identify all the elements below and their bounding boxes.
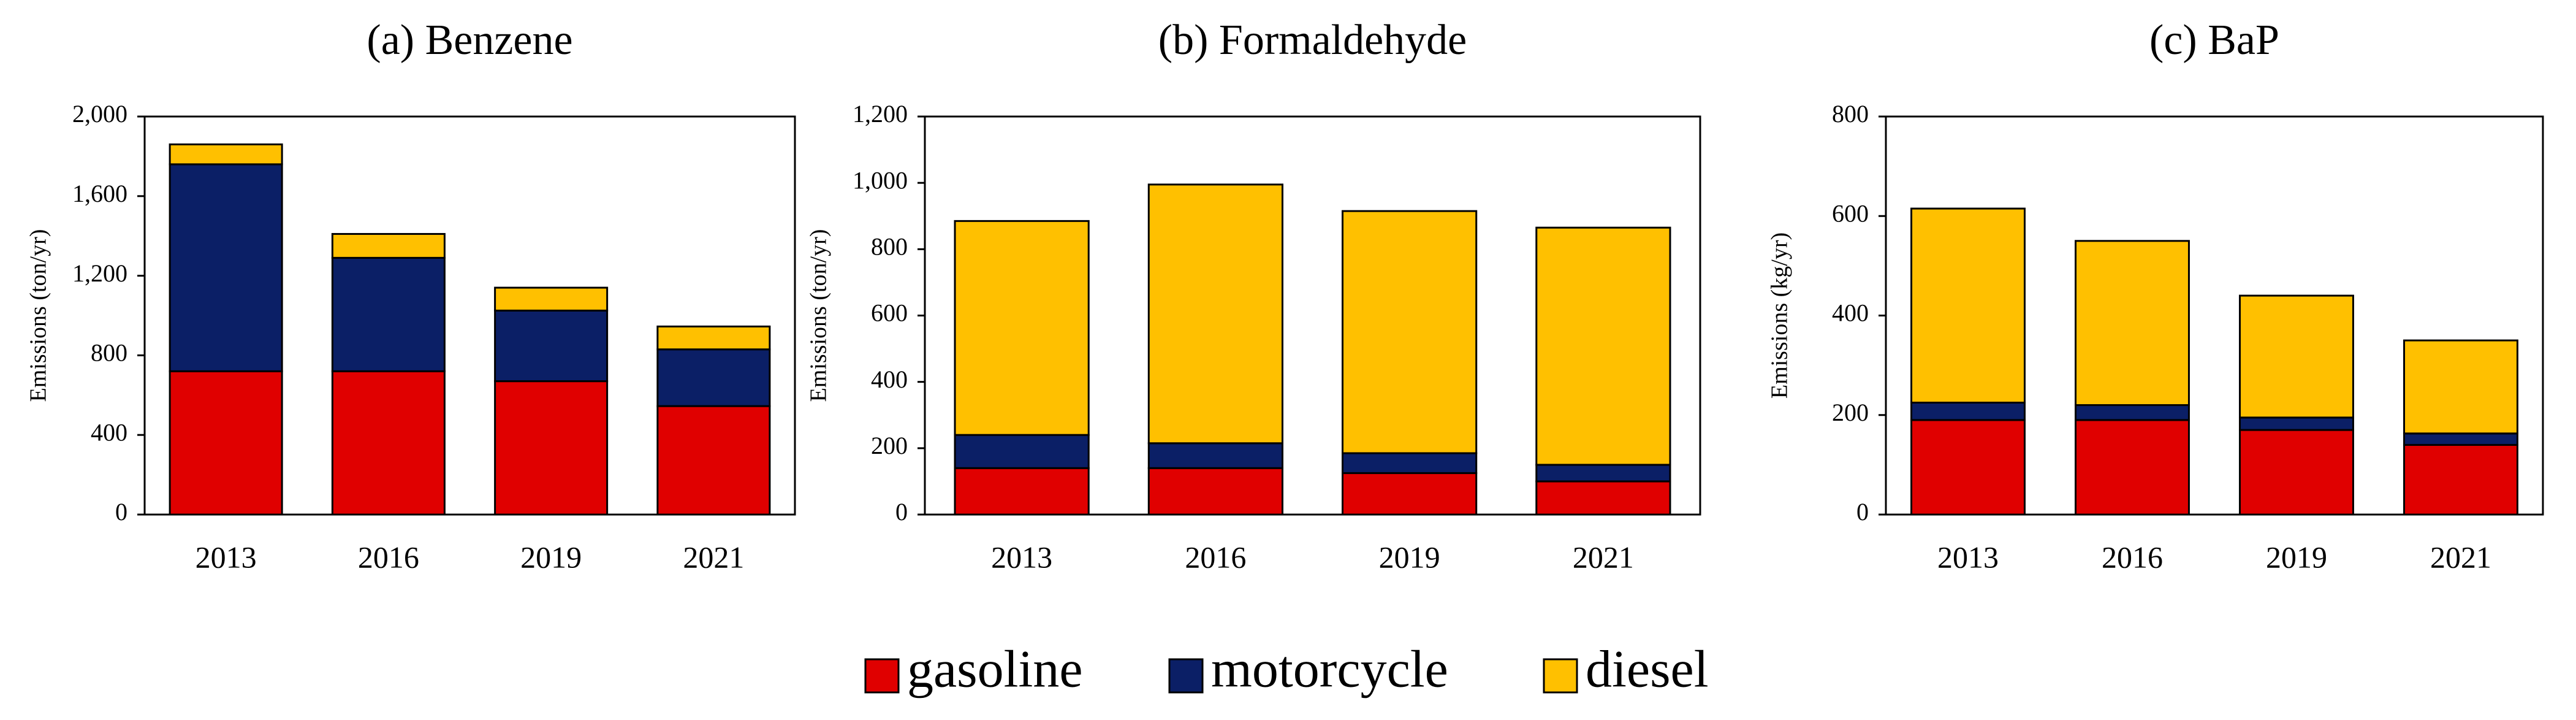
y-tick-label: 800: [91, 339, 127, 367]
x-tick-label: 2019: [2266, 540, 2327, 574]
bar-segment: [2075, 419, 2190, 516]
legend-swatch: [864, 658, 900, 694]
legend-label: motorcycle: [1211, 640, 1448, 699]
x-tick-label: 2021: [683, 540, 744, 574]
y-tick-label: 400: [871, 366, 908, 393]
bar-segment: [1535, 480, 1671, 516]
bar-segment: [2075, 404, 2190, 421]
y-tick-label: 200: [871, 432, 908, 459]
legend-label: gasoline: [907, 640, 1083, 699]
bar-segment: [1147, 442, 1283, 469]
chart-title: (c) BaP: [2149, 17, 2279, 64]
x-tick-label: 2013: [196, 540, 257, 574]
bar-segment: [2403, 432, 2518, 446]
plot-frame: [924, 115, 1701, 516]
bar-segment: [169, 370, 283, 516]
x-tick-label: 2021: [2430, 540, 2491, 574]
chart-title: (b) Formaldehyde: [1158, 17, 1467, 64]
bar-segment: [1147, 467, 1283, 516]
y-tick-label: 600: [871, 299, 908, 327]
bar-segment: [1910, 401, 2026, 421]
bar-segment: [331, 370, 446, 516]
x-tick-label: 2013: [991, 540, 1052, 574]
bar-segment: [656, 405, 771, 516]
bar-segment: [954, 220, 1090, 436]
bar-segment: [1342, 210, 1478, 454]
y-axis-label: Emissions (ton/yr): [26, 229, 51, 402]
bar-segment: [2239, 429, 2354, 516]
y-tick-label: 1,600: [72, 180, 127, 207]
y-tick-label: 200: [1832, 399, 1869, 426]
x-tick-label: 2016: [1185, 540, 1246, 574]
bar-segment: [1535, 226, 1671, 466]
legend-swatch: [1543, 658, 1578, 694]
plot-frame: [143, 115, 796, 516]
x-tick-label: 2019: [1379, 540, 1440, 574]
bar-segment: [1535, 464, 1671, 483]
bar-segment: [656, 348, 771, 407]
bar-segment: [2239, 294, 2354, 419]
bar-segment: [954, 467, 1090, 516]
bar-segment: [656, 325, 771, 351]
y-tick-label: 800: [871, 233, 908, 261]
y-tick-label: 400: [91, 418, 127, 446]
bar-segment: [1910, 207, 2026, 404]
y-tick-label: 0: [1856, 498, 1869, 526]
chart-title: (a) Benzene: [367, 17, 572, 64]
legend-label: diesel: [1586, 640, 1709, 699]
y-tick-label: 1,200: [853, 100, 908, 128]
y-tick-label: 1,200: [72, 259, 127, 287]
plot-frame: [1885, 115, 2544, 516]
y-tick-label: 2,000: [72, 100, 127, 128]
x-tick-label: 2021: [1573, 540, 1634, 574]
bar-segment: [331, 256, 446, 372]
y-tick-label: 400: [1832, 299, 1869, 327]
x-tick-label: 2013: [1937, 540, 1999, 574]
y-axis-label: Emissions (ton/yr): [806, 229, 832, 402]
bar-segment: [1910, 419, 2026, 516]
x-tick-label: 2019: [520, 540, 582, 574]
x-tick-label: 2016: [358, 540, 419, 574]
bar-segment: [494, 380, 609, 516]
bar-segment: [494, 286, 609, 312]
y-tick-label: 0: [895, 498, 908, 526]
y-tick-label: 0: [115, 498, 127, 526]
y-tick-label: 1,000: [853, 166, 908, 194]
bar-segment: [169, 163, 283, 372]
bar-segment: [2239, 416, 2354, 431]
y-axis-label: Emissions (kg/yr): [1767, 232, 1793, 399]
legend-swatch: [1168, 658, 1204, 694]
bar-segment: [2075, 240, 2190, 407]
bar-segment: [2403, 443, 2518, 516]
y-tick-label: 600: [1832, 199, 1869, 227]
x-tick-label: 2016: [2102, 540, 2163, 574]
bar-segment: [954, 434, 1090, 469]
bar-segment: [1342, 452, 1478, 474]
bar-segment: [1147, 183, 1283, 445]
y-tick-label: 800: [1832, 100, 1869, 128]
bar-segment: [1342, 472, 1478, 516]
bar-segment: [2403, 339, 2518, 435]
bar-segment: [494, 309, 609, 383]
bar-segment: [331, 232, 446, 259]
bar-segment: [169, 143, 283, 166]
